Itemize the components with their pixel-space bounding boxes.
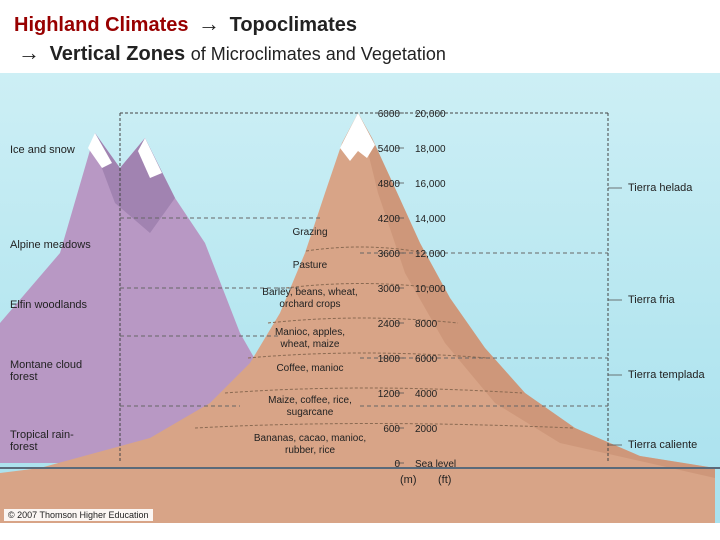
svg-text:Coffee, manioc: Coffee, manioc (276, 363, 343, 374)
svg-text:5400: 5400 (378, 144, 401, 155)
svg-text:4800: 4800 (378, 179, 401, 190)
copyright-text: © 2007 Thomson Higher Education (4, 509, 153, 521)
svg-text:8000: 8000 (415, 319, 438, 330)
svg-text:Tierra fria: Tierra fria (628, 294, 676, 306)
mountain-diagram: 600020,000540018,000480016,000420014,000… (0, 73, 720, 523)
svg-text:Grazing: Grazing (292, 227, 327, 238)
svg-text:Sea level: Sea level (415, 459, 456, 470)
axis-unit-m: (m) (400, 474, 417, 486)
arrow-1: → (194, 11, 224, 36)
svg-text:12,000: 12,000 (415, 249, 446, 260)
svg-text:Tierra caliente: Tierra caliente (628, 439, 697, 451)
svg-text:Elfin woodlands: Elfin woodlands (10, 299, 88, 311)
svg-text:1800: 1800 (378, 354, 401, 365)
svg-text:0: 0 (394, 459, 400, 470)
title-part1: Highland Climates (14, 14, 188, 36)
svg-text:3000: 3000 (378, 284, 401, 295)
svg-text:4000: 4000 (415, 389, 438, 400)
zone-labels: Tierra helada Tierra fria Tierra templada T… (608, 182, 706, 451)
svg-text:Alpine meadows: Alpine meadows (10, 239, 91, 251)
svg-text:Tierra templada: Tierra templada (628, 369, 706, 381)
svg-text:600: 600 (383, 424, 400, 435)
svg-text:Manioc, apples,wheat, maize: Manioc, apples,wheat, maize (275, 327, 345, 350)
svg-text:6000: 6000 (378, 109, 401, 120)
title-part2: Topoclimates (230, 14, 357, 36)
axis-unit-ft: (ft) (438, 474, 451, 486)
arrow-2: → (14, 40, 44, 65)
svg-text:10,000: 10,000 (415, 284, 446, 295)
svg-text:1200: 1200 (378, 389, 401, 400)
svg-text:6000: 6000 (415, 354, 438, 365)
svg-text:2000: 2000 (415, 424, 438, 435)
svg-text:3600: 3600 (378, 249, 401, 260)
svg-text:2400: 2400 (378, 319, 401, 330)
title-part4: of Microclimates and Vegetation (191, 44, 446, 64)
svg-text:18,000: 18,000 (415, 144, 446, 155)
slide-title: Highland Climates → Topoclimates → Verti… (0, 0, 720, 73)
svg-text:Tierra helada: Tierra helada (628, 182, 693, 194)
svg-text:Pasture: Pasture (293, 260, 328, 271)
svg-text:14,000: 14,000 (415, 214, 446, 225)
svg-text:4200: 4200 (378, 214, 401, 225)
svg-text:Ice and snow: Ice and snow (10, 144, 75, 156)
svg-text:16,000: 16,000 (415, 179, 446, 190)
svg-text:20,000: 20,000 (415, 109, 446, 120)
title-part3: Vertical Zones (50, 43, 186, 65)
